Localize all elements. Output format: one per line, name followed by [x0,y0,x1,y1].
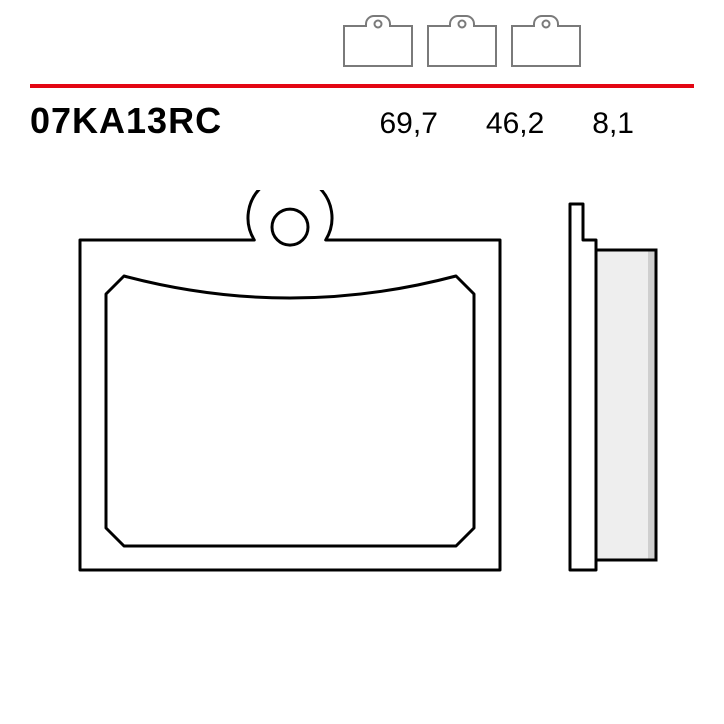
technical-drawing [30,190,694,694]
accent-separator [30,84,694,88]
pad-icon [340,14,416,70]
part-number: 07KA13RC [30,100,222,142]
dim-thickness: 8,1 [592,107,634,141]
pad-icon [508,14,584,70]
dimensions: 69,7 46,2 8,1 [380,107,695,141]
header-pad-icons [340,14,584,70]
dim-width: 69,7 [380,107,438,141]
dim-height: 46,2 [486,107,544,141]
pad-icon [424,14,500,70]
label-row: 07KA13RC 69,7 46,2 8,1 [30,100,694,142]
